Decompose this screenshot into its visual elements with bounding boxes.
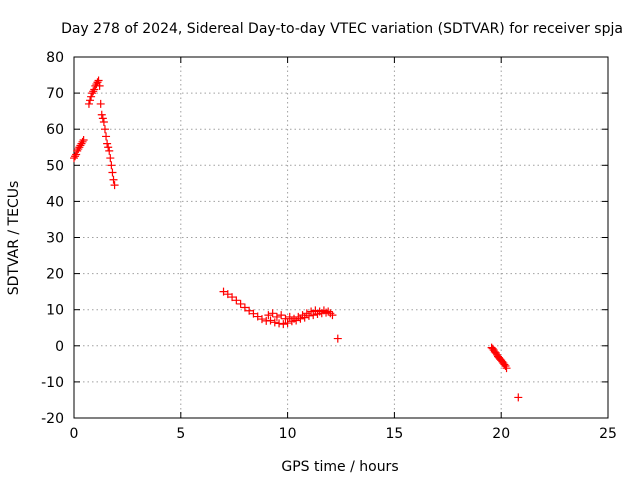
data-point	[71, 152, 80, 161]
y-tick-label: 50	[46, 158, 64, 174]
data-point	[96, 99, 105, 108]
series-segment-1	[70, 136, 88, 163]
data-point	[277, 311, 286, 320]
x-tick-labels: 0 5 10 15 20 25	[70, 426, 617, 442]
data-point	[257, 315, 266, 324]
data-point	[266, 316, 275, 325]
y-tick-label: 30	[46, 231, 64, 247]
data-point	[107, 161, 116, 170]
data-point	[103, 139, 112, 148]
y-tick-label: -20	[41, 411, 64, 427]
x-tick-label: 10	[279, 426, 297, 442]
data-point	[281, 314, 290, 323]
data-point	[72, 150, 81, 159]
data-point	[272, 312, 281, 321]
data-point	[228, 293, 237, 302]
data-point	[219, 287, 228, 296]
x-tick-label: 20	[492, 426, 510, 442]
data-point	[102, 132, 111, 141]
y-tick-label: 60	[46, 122, 64, 138]
data-point	[245, 306, 254, 315]
data-point	[99, 117, 108, 126]
data-point	[264, 311, 273, 320]
data-point	[309, 311, 318, 320]
y-tick-label: 80	[46, 50, 64, 66]
y-tick-label: 20	[46, 267, 64, 283]
data-point	[94, 76, 103, 85]
data-point	[89, 87, 98, 96]
data-point	[86, 96, 95, 105]
data-point	[70, 154, 78, 163]
y-tick-label: 40	[46, 194, 64, 210]
x-axis-label: GPS time / hours	[281, 459, 398, 475]
data-point	[285, 312, 294, 321]
data-point	[328, 311, 337, 320]
data-point	[294, 312, 303, 321]
chart-title: Day 278 of 2024, Sidereal Day-to-day VTE…	[61, 21, 623, 37]
data-point	[79, 136, 88, 145]
data-point	[253, 312, 262, 321]
data-point	[300, 313, 309, 322]
data-point	[88, 89, 97, 98]
y-tick-label: -10	[41, 375, 64, 391]
data-point	[240, 303, 249, 312]
data-point	[236, 299, 245, 308]
series-segment-4	[487, 343, 523, 402]
data-point	[502, 364, 511, 373]
data-point	[108, 168, 117, 177]
data-point	[104, 143, 113, 152]
data-point	[304, 311, 313, 320]
series-segment-2	[84, 76, 119, 190]
x-tick-label: 25	[599, 426, 617, 442]
data-point	[268, 309, 277, 318]
data-point	[105, 146, 114, 155]
y-tick-label: 70	[46, 86, 64, 102]
series-segment-3	[219, 287, 342, 343]
data-point	[292, 316, 301, 325]
data-point	[279, 320, 288, 329]
data-point	[90, 85, 99, 94]
data-point	[110, 181, 119, 190]
data-point	[97, 110, 106, 119]
data-points	[70, 76, 523, 402]
data-point	[223, 290, 232, 299]
y-tick-label: 0	[55, 339, 64, 355]
x-tick-label: 0	[70, 426, 79, 442]
data-point	[296, 314, 305, 323]
data-point	[87, 92, 96, 101]
data-point	[514, 393, 523, 402]
data-point	[78, 137, 87, 146]
data-point	[270, 318, 279, 327]
data-point	[93, 78, 102, 87]
grid-lines	[74, 57, 608, 418]
data-point	[232, 296, 241, 305]
data-point	[324, 307, 333, 316]
data-point	[95, 81, 104, 90]
data-point	[333, 334, 342, 343]
data-point	[84, 99, 93, 108]
y-axis-label: SDTVAR / TECUs	[6, 181, 22, 296]
data-point	[98, 114, 107, 123]
data-point	[100, 125, 109, 134]
data-point	[283, 319, 292, 328]
data-point	[106, 154, 115, 163]
data-point	[109, 175, 118, 184]
data-point	[249, 309, 258, 318]
x-tick-label: 5	[176, 426, 185, 442]
data-point	[275, 319, 284, 328]
x-tick-label: 15	[385, 426, 403, 442]
axis-ticks	[73, 56, 609, 419]
y-tick-labels: -20 -10 0 10 20 30 40 50 60 70 80	[41, 50, 64, 427]
y-tick-label: 10	[46, 303, 64, 319]
